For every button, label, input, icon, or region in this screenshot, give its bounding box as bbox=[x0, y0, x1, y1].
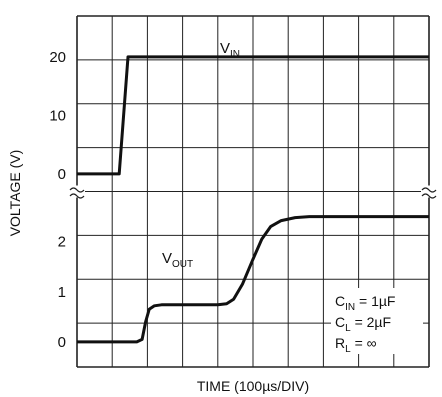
axis-break-mark bbox=[421, 187, 437, 193]
y-tick-label: 20 bbox=[49, 49, 66, 66]
grid bbox=[76, 15, 430, 368]
series-lines bbox=[77, 55, 429, 344]
conditions-background bbox=[331, 288, 423, 354]
condition-cin: CIN = 1µF bbox=[335, 293, 395, 313]
y-tick-label: 0 bbox=[58, 166, 66, 183]
y-tick-label: 2 bbox=[58, 234, 66, 251]
axis-break-mark bbox=[69, 187, 85, 193]
axis-break-mark bbox=[69, 193, 85, 199]
axis-break-marks bbox=[69, 185, 437, 199]
series-line-output bbox=[77, 215, 429, 344]
series-label-vin: VIN bbox=[220, 40, 240, 60]
series-label-vout: VOUT bbox=[162, 250, 193, 270]
condition-cl: CL = 2µF bbox=[335, 314, 391, 334]
x-axis-title: TIME (100µs/DIV) bbox=[197, 378, 309, 394]
series-line-input bbox=[77, 55, 429, 176]
axis-break-mark bbox=[421, 193, 437, 199]
condition-rl: RL = ∞ bbox=[335, 335, 377, 355]
test-conditions: CIN = 1µF CL = 2µF RL = ∞ bbox=[331, 288, 423, 355]
y-tick-label: 0 bbox=[58, 334, 66, 351]
y-tick-label: 10 bbox=[49, 107, 66, 124]
y-tick-label: 1 bbox=[58, 284, 66, 301]
y-tick-labels: 0 10 20 0 1 2 bbox=[49, 49, 66, 351]
y-axis-title: VOLTAGE (V) bbox=[7, 150, 23, 237]
